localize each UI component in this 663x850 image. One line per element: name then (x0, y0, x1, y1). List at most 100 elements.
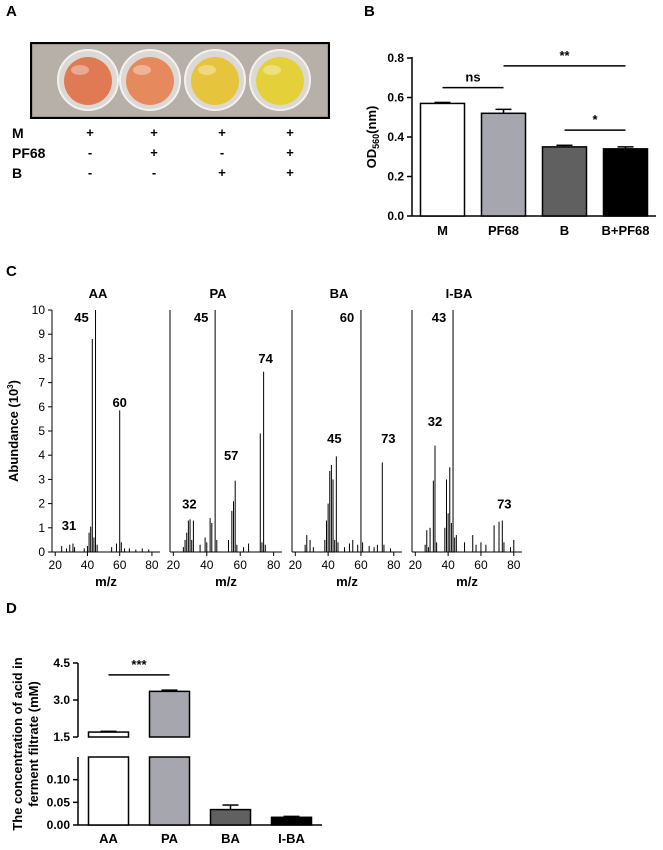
x-tick-label: 40 (321, 558, 335, 572)
bar (270, 816, 313, 826)
peak-label: 43 (432, 310, 446, 325)
y-axis-label: Abundance (103) (6, 380, 21, 482)
chart-b: 0.00.20.40.60.8M PF68 B B+PF68OD560(nm)ns**… (364, 48, 656, 238)
well-2 (119, 49, 181, 111)
x-tick-label: PA (161, 831, 179, 846)
y-tick-label: 10 (32, 303, 46, 317)
panel-label-a: A (6, 3, 17, 20)
sign-cell: + (286, 145, 294, 160)
bar (480, 112, 527, 217)
x-axis-label: m/z (336, 574, 358, 589)
x-tick-label: 40 (81, 558, 95, 572)
row-label-m: M (12, 125, 24, 141)
significance-label: *** (131, 657, 147, 672)
significance-label: * (592, 112, 598, 127)
x-tick-label: 60 (474, 558, 488, 572)
sign-cell: + (286, 125, 294, 140)
chart-d: 1.5 3.0 4.5 0.00 0.05 0.10 AA PA BA I-BA The conce… (10, 656, 322, 846)
well-4 (249, 49, 311, 111)
bar-lower-segment (148, 756, 191, 826)
sign-cell: + (286, 165, 294, 180)
y-tick-label: 0.05 (47, 795, 71, 809)
y-tick-label: 7 (38, 376, 45, 390)
x-axis-label: m/z (215, 574, 237, 589)
sign-cell: + (150, 125, 158, 140)
x-tick-label: 60 (234, 558, 248, 572)
x-tick-label: 80 (267, 558, 281, 572)
x-tick-label: B (560, 223, 569, 238)
y-tick-label: 0.6 (387, 91, 404, 105)
y-tick-label: 0 (38, 545, 45, 559)
y-tick-label: 0.0 (387, 209, 404, 223)
y-tick-label: 0.00 (47, 818, 71, 832)
peak-label: 73 (381, 431, 395, 446)
x-tick-label: 20 (167, 558, 181, 572)
x-axis-label: m/z (456, 574, 478, 589)
row-label-b: B (12, 165, 23, 181)
sign-cell: - (87, 145, 93, 160)
panel-label-b: B (364, 3, 375, 20)
sign-cell: + (150, 145, 158, 160)
sign-cell: + (218, 125, 226, 140)
peak-label: 73 (497, 496, 511, 511)
spectrum-title: BA (330, 286, 349, 301)
peak-label: 45 (327, 431, 341, 446)
spectrum-title: I-BA (446, 286, 473, 301)
spectrum-title: PA (209, 286, 227, 301)
y-tick-label: 2 (38, 497, 45, 511)
peak-label: 31 (62, 518, 76, 533)
y-tick-label: 6 (38, 400, 45, 414)
well-3 (184, 49, 246, 111)
y-tick-label: 0.8 (387, 51, 404, 65)
x-tick-label: I-BA (278, 831, 305, 846)
bar (87, 731, 130, 738)
bar (602, 148, 649, 217)
y-tick-label: 0.4 (387, 130, 404, 144)
x-tick-label: 60 (113, 558, 127, 572)
wells (57, 49, 311, 111)
y-tick-label: 9 (38, 327, 45, 341)
row-label-pf68: PF68 (12, 145, 46, 161)
significance-label: ** (559, 48, 570, 63)
spectrum-title: AA (89, 286, 108, 301)
x-tick-label: 60 (354, 558, 368, 572)
y-tick-label: 3.0 (53, 693, 70, 707)
y-tick-label: 5 (38, 424, 45, 438)
x-tick-label: 80 (387, 558, 401, 572)
x-tick-label: 20 (409, 558, 423, 572)
peak-label: 60 (112, 395, 126, 410)
peak-label: 32 (428, 414, 442, 429)
x-tick-label: PF68 (488, 223, 519, 238)
x-tick-label: BA (221, 831, 240, 846)
bar (541, 146, 588, 217)
y-tick-label: 1.5 (53, 730, 70, 744)
y-tick-label: 1 (38, 521, 45, 535)
peak-label: 57 (224, 448, 238, 463)
y-tick-label: 0.2 (387, 170, 404, 184)
y-tick-label: 0.10 (47, 773, 71, 787)
peak-label: 60 (340, 310, 354, 325)
y-axis-label: The concentration of acid inferment filt… (10, 657, 41, 830)
panel-label-c: C (6, 263, 17, 280)
x-tick-label: AA (99, 831, 118, 846)
y-tick-label: 4 (38, 448, 45, 462)
sign-cell: - (151, 165, 157, 180)
sign-cell: + (86, 125, 94, 140)
panel-label-d: D (6, 600, 17, 617)
significance-label: ns (465, 70, 480, 85)
sign-cell: - (87, 165, 93, 180)
y-tick-label: 8 (38, 351, 45, 365)
x-axis-label: m/z (95, 574, 117, 589)
peak-label: 32 (182, 496, 196, 511)
peak-label: 45 (194, 310, 208, 325)
bar (209, 808, 252, 826)
x-tick-label: 80 (145, 558, 159, 572)
x-tick-label: 20 (49, 558, 63, 572)
spectrum-ba: 20 40 60 80 m/z BA 60 45 73 (289, 286, 402, 589)
x-tick-label: 80 (507, 558, 521, 572)
x-tick-label: 40 (200, 558, 214, 572)
y-axis-label: OD560(nm) (364, 106, 381, 169)
x-tick-label: 20 (289, 558, 303, 572)
